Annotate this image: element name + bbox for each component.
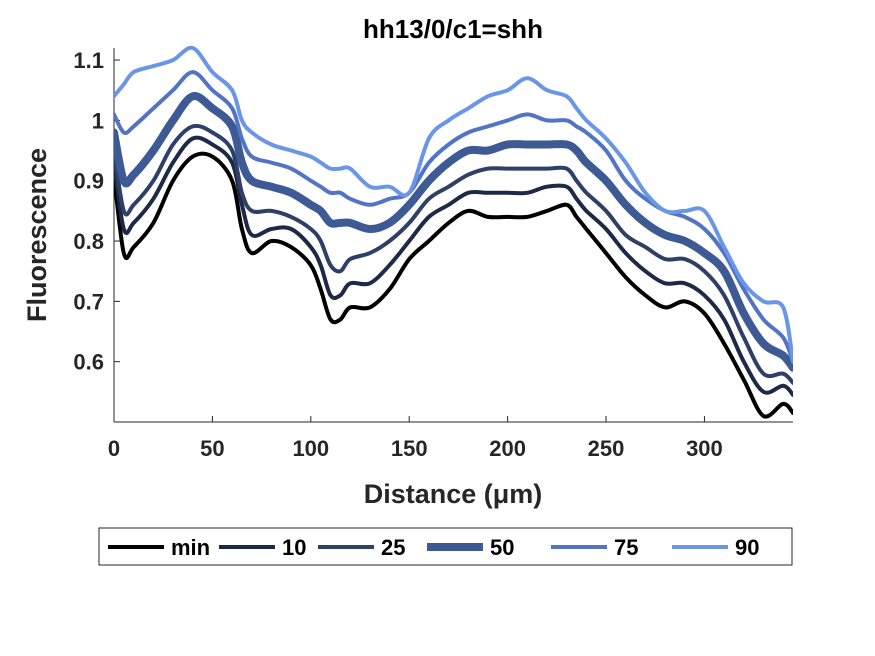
x-tick-label: 0 <box>108 436 120 461</box>
chart-title: hh13/0/c1=shh <box>363 14 543 44</box>
y-tick-label: 1.1 <box>73 48 104 73</box>
series-lines <box>114 45 793 419</box>
series-line-10 <box>114 135 793 397</box>
y-tick-label: 0.7 <box>73 289 104 314</box>
series-line-50 <box>114 92 793 372</box>
y-tick-label: 0.6 <box>73 350 104 375</box>
x-tick-label: 250 <box>588 436 625 461</box>
legend: min 10 25 50 75 90 <box>108 535 759 560</box>
series-line-min <box>114 151 793 419</box>
x-tick-label: 150 <box>391 436 428 461</box>
y-axis-ticks: 0.6 0.7 0.8 0.9 1 1.1 <box>73 48 120 375</box>
x-axis-label: Distance (μm) <box>364 479 543 509</box>
legend-label-90: 90 <box>735 535 759 560</box>
x-tick-label: 100 <box>292 436 329 461</box>
legend-label-75: 75 <box>614 535 638 560</box>
legend-label-50: 50 <box>490 535 514 560</box>
y-tick-label: 1 <box>92 108 104 133</box>
legend-label-10: 10 <box>282 535 306 560</box>
series-line-90 <box>114 45 793 364</box>
x-axis-ticks: 0 50 100 150 200 250 300 <box>108 416 723 461</box>
y-tick-label: 0.9 <box>73 169 104 194</box>
x-tick-label: 200 <box>489 436 526 461</box>
plot-area <box>114 48 793 422</box>
y-tick-label: 0.8 <box>73 229 104 254</box>
series-line-25 <box>114 123 793 385</box>
x-tick-label: 50 <box>200 436 224 461</box>
y-axis-label: Fluorescence <box>22 148 52 322</box>
x-tick-label: 300 <box>686 436 723 461</box>
legend-label-25: 25 <box>381 535 405 560</box>
legend-label-min: min <box>171 535 210 560</box>
